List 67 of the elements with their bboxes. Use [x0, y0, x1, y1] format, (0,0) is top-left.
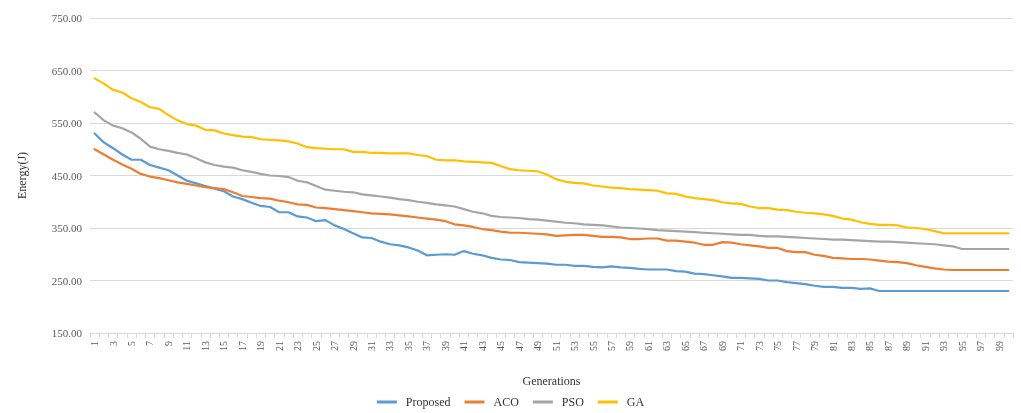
line-series	[93, 111, 1010, 251]
x-tick-label: 73	[753, 341, 765, 351]
x-tick-label: 7	[144, 341, 156, 346]
legend-label: PSO	[561, 395, 585, 409]
x-tick-label: 23	[292, 341, 304, 351]
x-tick-label: 29	[347, 341, 359, 351]
x-tick-label: 25	[310, 341, 322, 351]
x-tick-label: 47	[513, 341, 525, 351]
y-tick-label: 150.00	[51, 327, 83, 339]
x-tick-label: 67	[698, 341, 710, 351]
x-tick-label: 27	[329, 341, 341, 351]
x-tick-label: 55	[587, 341, 599, 351]
x-tick-label: 37	[421, 341, 433, 351]
x-tick-label: 63	[661, 341, 673, 351]
x-tick-label: 99	[993, 341, 1005, 351]
x-tick-label: 71	[735, 341, 747, 351]
legend-label: Proposed	[405, 395, 451, 409]
x-tick-label: 91	[919, 341, 931, 351]
x-tick-label: 13	[199, 341, 211, 351]
x-tick-label: 15	[218, 341, 230, 351]
x-tick-label: 59	[624, 341, 636, 351]
x-tick-label: 85	[864, 341, 876, 351]
x-tick-label: 41	[458, 341, 470, 351]
x-tick-label: 5	[126, 341, 138, 346]
x-tick-label: 57	[605, 341, 617, 351]
y-tick-label: 650.00	[51, 64, 83, 77]
x-tick-label: 81	[827, 341, 839, 351]
x-tick-label: 79	[809, 341, 821, 351]
x-tick-label: 21	[273, 341, 285, 351]
x-tick-label: 9	[162, 341, 174, 346]
x-tick-label: 65	[679, 341, 691, 351]
x-tick-label: 43	[476, 341, 488, 351]
x-tick-label: 51	[550, 341, 562, 351]
line-series	[93, 132, 1010, 293]
x-tick-label: 3	[107, 341, 119, 346]
legend-label: GA	[626, 395, 645, 409]
x-tick-label: 39	[439, 341, 451, 351]
x-tick-label: 87	[882, 341, 894, 351]
line-series	[93, 77, 1010, 235]
x-tick-label: 45	[495, 341, 507, 351]
x-tick-label: 31	[366, 341, 378, 351]
x-tick-label: 97	[975, 341, 987, 351]
x-tick-label: 61	[642, 341, 654, 351]
x-tick-label: 11	[181, 341, 193, 351]
x-tick-label: 17	[236, 341, 248, 351]
y-tick-label: 750.00	[51, 12, 83, 24]
x-tick-label: 53	[569, 341, 581, 351]
x-tick-label: 1	[89, 341, 101, 346]
x-tick-label: 95	[956, 341, 968, 351]
x-tick-label: 75	[772, 341, 784, 351]
y-tick-label: 550.00	[51, 117, 83, 129]
y-axis-title: Energy(J)	[15, 151, 29, 200]
y-tick-label: 250.00	[51, 274, 83, 287]
x-tick-label: 83	[845, 341, 857, 351]
x-tick-label: 33	[384, 341, 396, 351]
x-tick-label: 93	[938, 341, 950, 351]
x-tick-label: 49	[532, 341, 544, 351]
y-tick-label: 450.00	[51, 169, 83, 182]
y-tick-label: 350.00	[51, 222, 83, 234]
legend-label: ACO	[493, 395, 520, 409]
x-tick-label: 89	[901, 341, 913, 351]
x-axis-title: Generations	[522, 374, 581, 388]
x-tick-label: 35	[402, 341, 414, 351]
line-series	[93, 148, 1010, 272]
x-tick-label: 19	[255, 341, 267, 351]
x-tick-label: 69	[716, 341, 728, 351]
x-tick-label: 77	[790, 341, 802, 351]
